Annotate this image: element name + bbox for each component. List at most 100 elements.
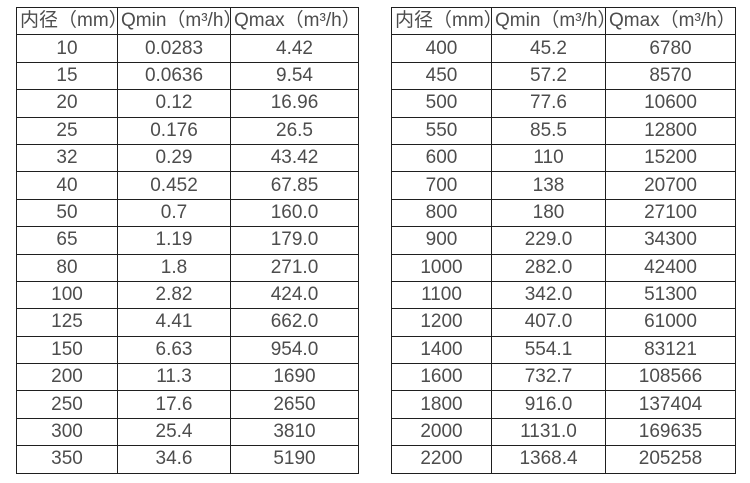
table-cell: 342.0	[491, 280, 606, 310]
table-row: 400 45.2 6780	[391, 34, 736, 63]
table-cell: 110	[491, 143, 606, 173]
table-cell: 25	[16, 116, 118, 145]
table-cell: 16.96	[230, 89, 359, 118]
column-header: Qmax（m³/h）	[605, 6, 736, 36]
table-cell: 450	[391, 61, 492, 91]
table-row: 40 0.452 67.85	[16, 171, 359, 200]
table-cell: 3810	[230, 417, 359, 447]
table-cell: 2200	[391, 445, 492, 474]
table-cell: 169635	[605, 417, 736, 447]
table-cell: 65	[16, 226, 118, 255]
table-cell: 83121	[605, 335, 736, 365]
table-cell: 40	[16, 171, 118, 200]
table-cell: 67.85	[230, 171, 359, 200]
table-row: 1600 732.7 108566	[391, 363, 736, 392]
table-cell: 6780	[605, 34, 736, 63]
table-cell: 85.5	[491, 116, 606, 145]
table-cell: 32	[16, 143, 118, 173]
table-cell: 229.0	[491, 226, 606, 255]
table-cell: 51300	[605, 280, 736, 310]
table-cell: 1131.0	[491, 417, 606, 447]
flow-spec-table-large-diameters: 内径（mm）Qmin（m³/h）Qmax（m³/h）40045.26780450…	[391, 6, 736, 474]
table-cell: 1368.4	[491, 445, 606, 474]
table-row: 1400 554.1 83121	[391, 335, 736, 365]
table-cell: 0.176	[117, 116, 231, 145]
table-row: 100 2.82 424.0	[16, 280, 359, 310]
table-cell: 500	[391, 89, 492, 118]
table-cell: 45.2	[491, 34, 606, 63]
table-row: 10 0.0283 4.42	[16, 34, 359, 63]
table-cell: 700	[391, 171, 492, 200]
table-cell: 80	[16, 253, 118, 282]
table-cell: 205258	[605, 445, 736, 474]
table-row: 32 0.29 43.42	[16, 143, 359, 173]
table-cell: 1.19	[117, 226, 231, 255]
table-cell: 10	[16, 34, 118, 63]
table-cell: 15	[16, 61, 118, 91]
table-cell: 26.5	[230, 116, 359, 145]
table-cell: 1.8	[117, 253, 231, 282]
table-cell: 17.6	[117, 390, 231, 419]
table-cell: 0.0283	[117, 34, 231, 63]
table-row: 1100 342.0 51300	[391, 280, 736, 310]
table-cell: 34.6	[117, 445, 231, 474]
table-cell: 4.41	[117, 308, 231, 337]
table-cell: 2.82	[117, 280, 231, 310]
table-cell: 0.0636	[117, 61, 231, 91]
table-cell: 100	[16, 280, 118, 310]
table-cell: 424.0	[230, 280, 359, 310]
table-row: 800 180 27100	[391, 198, 736, 228]
table-row: 600 110 15200	[391, 143, 736, 173]
table-cell: 61000	[605, 308, 736, 337]
table-row: 15 0.0636 9.54	[16, 61, 359, 91]
table-row: 500 77.6 10600	[391, 89, 736, 118]
column-header: Qmin（m³/h）	[491, 6, 606, 36]
table-cell: 1690	[230, 363, 359, 392]
header-row: 内径（mm）Qmin（m³/h）Qmax（m³/h）	[16, 6, 359, 36]
table-cell: 50	[16, 198, 118, 228]
table-row: 50 0.7 160.0	[16, 198, 359, 228]
table-cell: 916.0	[491, 390, 606, 419]
table-cell: 4.42	[230, 34, 359, 63]
table-cell: 662.0	[230, 308, 359, 337]
table-row: 25 0.176 26.5	[16, 116, 359, 145]
table-cell: 1400	[391, 335, 492, 365]
table-cell: 8570	[605, 61, 736, 91]
table-cell: 10600	[605, 89, 736, 118]
table-row: 1000 282.0 42400	[391, 253, 736, 282]
table-cell: 179.0	[230, 226, 359, 255]
table-row: 125 4.41 662.0	[16, 308, 359, 337]
column-header: 内径（mm）	[391, 6, 492, 36]
table-cell: 350	[16, 445, 118, 474]
table-row: 700 138 20700	[391, 171, 736, 200]
table-cell: 180	[491, 198, 606, 228]
table-row: 65 1.19 179.0	[16, 226, 359, 255]
table-cell: 20700	[605, 171, 736, 200]
table-row: 150 6.63 954.0	[16, 335, 359, 365]
table-cell: 732.7	[491, 363, 606, 392]
table-cell: 125	[16, 308, 118, 337]
table-cell: 42400	[605, 253, 736, 282]
table-cell: 108566	[605, 363, 736, 392]
table-cell: 2650	[230, 390, 359, 419]
table-cell: 25.4	[117, 417, 231, 447]
table-cell: 0.29	[117, 143, 231, 173]
table-cell: 600	[391, 143, 492, 173]
table-cell: 1000	[391, 253, 492, 282]
table-row: 350 34.6 5190	[16, 445, 359, 474]
table-cell: 43.42	[230, 143, 359, 173]
table-cell: 282.0	[491, 253, 606, 282]
column-header: 内径（mm）	[16, 6, 118, 36]
table-cell: 554.1	[491, 335, 606, 365]
table-cell: 1100	[391, 280, 492, 310]
table-cell: 150	[16, 335, 118, 365]
table-cell: 400	[391, 34, 492, 63]
table-cell: 5190	[230, 445, 359, 474]
table-cell: 137404	[605, 390, 736, 419]
table-row: 2000 1131.0 169635	[391, 417, 736, 447]
table-cell: 1800	[391, 390, 492, 419]
table-cell: 6.63	[117, 335, 231, 365]
table-cell: 34300	[605, 226, 736, 255]
table-row: 2200 1368.4 205258	[391, 445, 736, 474]
